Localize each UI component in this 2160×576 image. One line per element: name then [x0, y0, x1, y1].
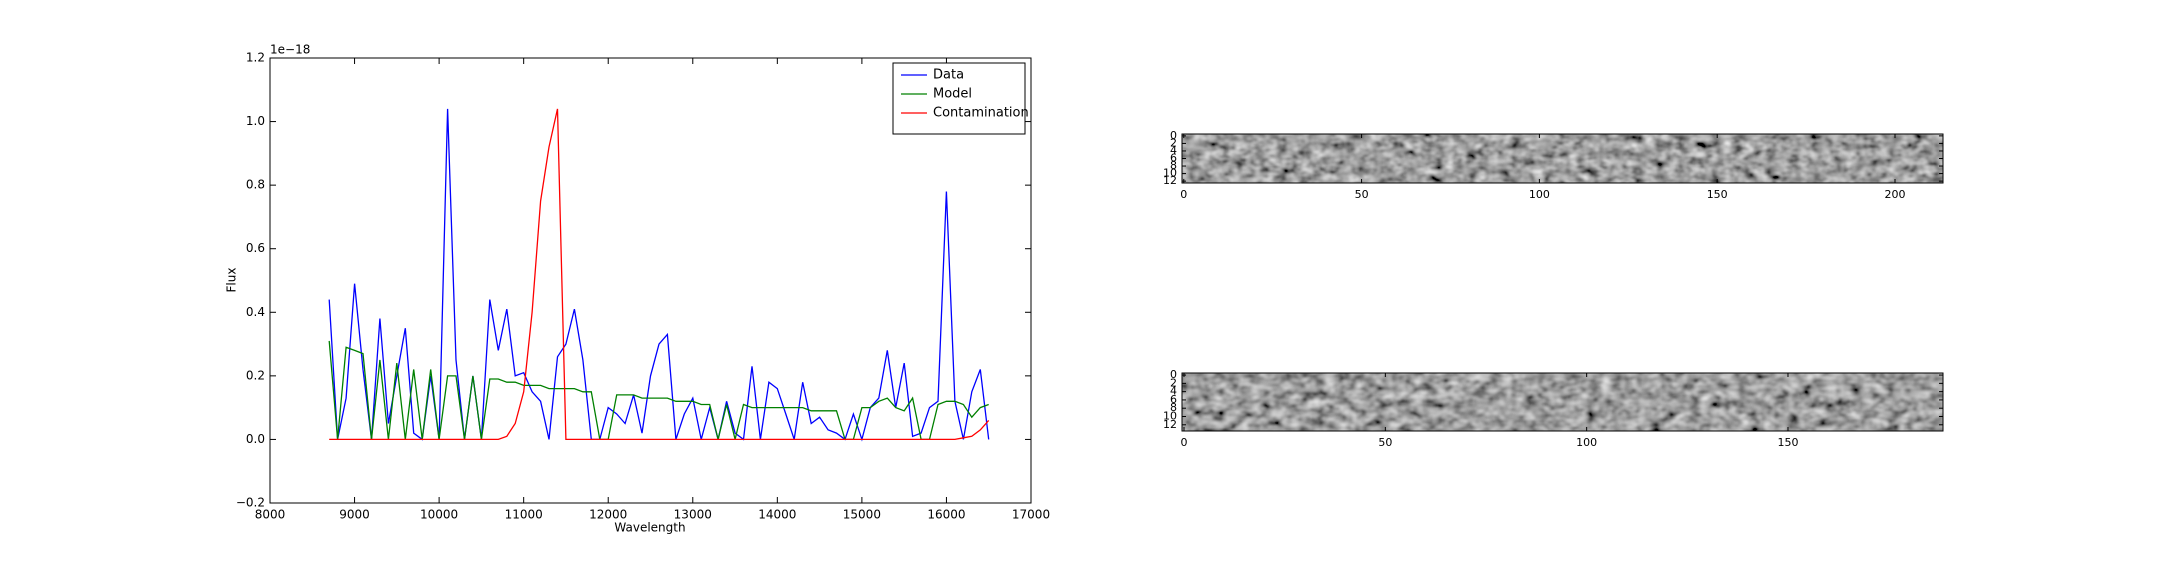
x-axis-label: Wavelength	[614, 521, 685, 535]
x-tick-label: 14000	[758, 508, 796, 522]
legend-label: Data	[933, 68, 964, 83]
x-tick-label: 17000	[1012, 508, 1050, 522]
y-tick-label: 8	[1170, 401, 1177, 414]
y-tick-label: 12	[1163, 418, 1177, 431]
y-tick-label: 0	[1170, 368, 1177, 381]
y-tick-label: 0.4	[246, 305, 265, 319]
x-tick-label: 150	[1707, 188, 1728, 201]
y-tick-label: 0.8	[246, 178, 265, 192]
y-axis-label: Flux	[225, 268, 239, 293]
y-tick-label: 4	[1170, 385, 1177, 398]
series-line	[329, 108, 990, 441]
x-tick-label: 200	[1884, 188, 1905, 201]
series-line	[328, 340, 989, 441]
x-tick-label: 100	[1576, 436, 1597, 449]
y-tick-label: 4	[1170, 144, 1177, 157]
x-tick-label: 50	[1355, 188, 1369, 201]
x-tick-label: 0	[1181, 436, 1188, 449]
legend-label: Contamination	[933, 106, 1029, 121]
axes-frame	[1181, 372, 1944, 432]
image	[1182, 373, 1943, 431]
offset-label: 1e−18	[270, 43, 310, 57]
axes-frame	[1181, 133, 1944, 184]
x-tick-label: 10000	[420, 508, 458, 522]
y-tick-label: 0.2	[246, 368, 265, 382]
legend-label: Model	[933, 87, 972, 102]
y-tick-label: 10	[1163, 167, 1177, 180]
y-tick-label: 1.0	[246, 114, 265, 128]
y-tick-label: 2	[1170, 136, 1177, 149]
x-tick-label: 12000	[589, 508, 627, 522]
x-tick-label: 8000	[255, 508, 286, 522]
x-tick-label: 15000	[843, 508, 881, 522]
axes-frame	[269, 57, 1032, 504]
y-tick-label: 0.6	[246, 241, 265, 255]
y-tick-label: 8	[1170, 159, 1177, 172]
x-tick-label: 13000	[674, 508, 712, 522]
y-tick-label: 10	[1163, 410, 1177, 423]
x-tick-label: 150	[1777, 436, 1798, 449]
y-tick-label: 6	[1170, 152, 1177, 165]
x-tick-label: 50	[1378, 436, 1392, 449]
x-tick-label: 100	[1529, 188, 1550, 201]
y-tick-label: 0	[1170, 129, 1177, 142]
x-tick-label: 0	[1180, 188, 1187, 201]
y-tick-label: 2	[1170, 376, 1177, 389]
y-tick-label: 0.0	[246, 432, 265, 446]
y-tick-label: −0.2	[236, 496, 265, 510]
image	[1182, 134, 1943, 183]
x-tick-label: 11000	[505, 508, 543, 522]
x-tick-label: 16000	[927, 508, 965, 522]
y-tick-label: 1.2	[246, 51, 265, 65]
y-tick-label: 12	[1163, 174, 1177, 187]
y-tick-label: 6	[1170, 393, 1177, 406]
x-tick-label: 9000	[339, 508, 370, 522]
